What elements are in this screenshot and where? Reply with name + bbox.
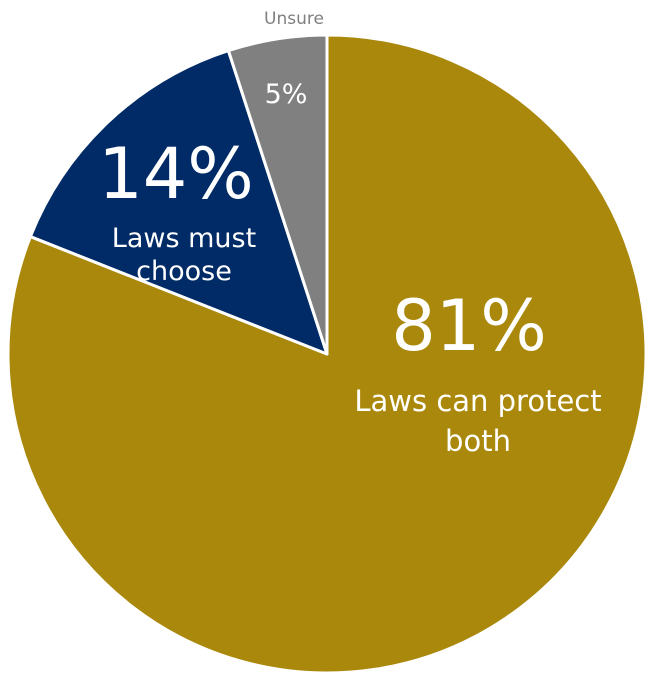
label-laws-must-choose-line1: Laws must — [112, 223, 256, 254]
label-laws-must-choose-line2: choose — [136, 256, 232, 287]
label-unsure: Unsure — [264, 9, 324, 29]
pie-slices — [6, 33, 646, 674]
slice-unsure — [226, 33, 329, 356]
label-laws-can-protect-both-line2: both — [445, 424, 511, 458]
pct-label-unsure: 5% — [265, 79, 308, 110]
label-laws-can-protect-both-line1: Laws can protect — [354, 384, 601, 418]
pct-label-laws-must-choose: 14% — [98, 133, 254, 215]
pie-labels: 81% Laws can protect both 14% Laws mustchoos… — [98, 9, 601, 458]
pct-label-laws-can-protect-both: 81% — [391, 285, 547, 367]
